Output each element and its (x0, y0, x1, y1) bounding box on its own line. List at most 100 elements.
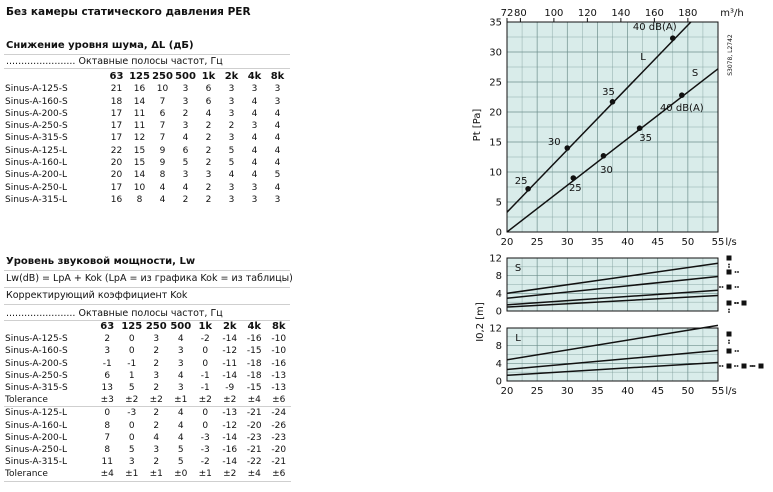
cell-value: 2 (182, 194, 189, 205)
cell-value: -18 (246, 358, 262, 369)
table-header-row: 63 125 250 500 1k 2k 4k 8k (4, 71, 289, 83)
cell-value: 4 (182, 133, 189, 144)
cell-value: 3 (228, 194, 235, 205)
point-label: 35 (602, 87, 615, 98)
x-tick-label: 20 (501, 386, 514, 397)
cell-value: 8 (136, 194, 143, 205)
cell-value: -26 (271, 420, 287, 431)
diffuser-direction-icon (719, 284, 739, 290)
cell-value: 4 (177, 420, 184, 431)
cell-value: 3 (251, 182, 258, 193)
cell-value: 4 (274, 121, 281, 132)
cell-value: 2 (153, 408, 160, 419)
row-label: Sinus-A-125-S (5, 84, 68, 95)
cell-value: 2 (153, 457, 160, 468)
cell-value: -23 (271, 432, 287, 443)
table-header-row: 63 125 250 500 1k 2k 4k 8k (4, 321, 291, 333)
x-tick-label: 20 (501, 237, 514, 248)
cell-value: 17 (110, 182, 123, 193)
attenuation-band-label: ....................... Октавные полосы … (6, 56, 223, 67)
row-label: Sinus-A-125-S (5, 334, 68, 345)
band-header: 125 (121, 321, 143, 332)
point-label: 30 (600, 165, 613, 176)
diffuser-direction-icon (751, 363, 764, 369)
cell-value: 12 (133, 133, 146, 144)
cell-value: 2 (205, 158, 212, 169)
sound-power-band-label: ....................... Октавные полосы … (6, 308, 223, 319)
cell-value: 3 (182, 84, 189, 95)
cell-value: 4 (177, 432, 184, 443)
cell-value: -23 (246, 432, 262, 443)
cell-value: 7 (159, 133, 166, 144)
cell-value: -13 (271, 370, 287, 381)
cell-value: 2 (153, 346, 160, 357)
plot-frame (506, 21, 719, 233)
cell-value: 6 (205, 84, 212, 95)
cell-value: ±4 (242, 394, 267, 408)
series-line (506, 294, 719, 308)
cell-value: 3 (153, 370, 160, 381)
cell-value: 4 (153, 432, 160, 443)
cell-value: 11 (101, 457, 113, 468)
row-label: Sinus-A-250-L (5, 182, 68, 193)
cell-value: 2 (153, 383, 160, 394)
cell-value: -13 (271, 383, 287, 394)
series-line (506, 21, 692, 213)
cell-value: ±1 (144, 468, 169, 482)
cell-value: 2 (205, 121, 212, 132)
divider (4, 304, 290, 305)
cell-value: -2 (200, 334, 210, 345)
table-row: Sinus-A-125-S 21 16 10 3 6 3 3 3 (4, 83, 289, 95)
cell-value: ±1 (193, 468, 218, 482)
plot-frame (506, 257, 719, 312)
y-tick-label: 10 (489, 168, 502, 179)
cell-value: -14 (222, 334, 238, 345)
cell-value: 5 (177, 445, 184, 456)
cell-value: 0 (202, 346, 209, 357)
table-row: Sinus-A-315-L 11 3 2 5 -2 -14 -22 -21 (4, 456, 291, 468)
cell-value: 4 (177, 370, 184, 381)
cell-value: -21 (246, 408, 262, 419)
cell-value: 3 (228, 182, 235, 193)
cell-value: 11 (133, 108, 146, 119)
cell-value: 11 (133, 121, 146, 132)
x-tick-label: 30 (561, 237, 574, 248)
cell-value: 5 (228, 158, 235, 169)
y-tick-label: 20 (489, 108, 502, 119)
point-label: 35 (639, 133, 652, 144)
cell-value: 3 (274, 84, 281, 95)
row-label: Sinus-A-160-S (5, 96, 68, 107)
table-row: Sinus-A-250-S 6 1 3 4 -1 -14 -18 -13 (4, 370, 291, 382)
attenuation-heading: Снижение уровня шума, ΔL (дБ) (6, 40, 194, 51)
cell-value: 7 (104, 432, 111, 443)
series-line (506, 324, 719, 361)
band-header: 250 (152, 71, 173, 82)
x-tick-label: 30 (561, 386, 574, 397)
cell-value: ±2 (144, 394, 169, 408)
x2-tick-label: 180 (678, 8, 697, 19)
cell-value: ±4 (95, 468, 120, 482)
cell-value: 3 (228, 96, 235, 107)
point-label: 40 dB(A) (633, 22, 677, 33)
x2-tick-label: 72 (501, 8, 514, 19)
cell-value: 4 (159, 194, 166, 205)
cell-value: ±6 (266, 468, 291, 482)
y-tick-label: 0 (496, 228, 502, 239)
y-tick-label: 15 (489, 138, 502, 149)
series-label-s: S (692, 68, 698, 79)
plot-frame (506, 327, 719, 382)
band-header: 2k (224, 71, 239, 82)
cell-value: 0 (202, 408, 209, 419)
cell-value: 0 (202, 358, 209, 369)
diffuser-direction-icon (734, 363, 754, 369)
diffuser-direction-icon (726, 348, 739, 354)
cell-value: ±2 (193, 394, 218, 408)
cell-value: 21 (110, 84, 123, 95)
cell-value: 3 (177, 383, 184, 394)
divider (4, 68, 290, 69)
x-tick-label: 50 (681, 386, 694, 397)
cell-value: -21 (271, 457, 287, 468)
cell-value: 15 (133, 158, 146, 169)
band-header: 63 (109, 71, 124, 82)
cell-value: 1 (128, 370, 135, 381)
